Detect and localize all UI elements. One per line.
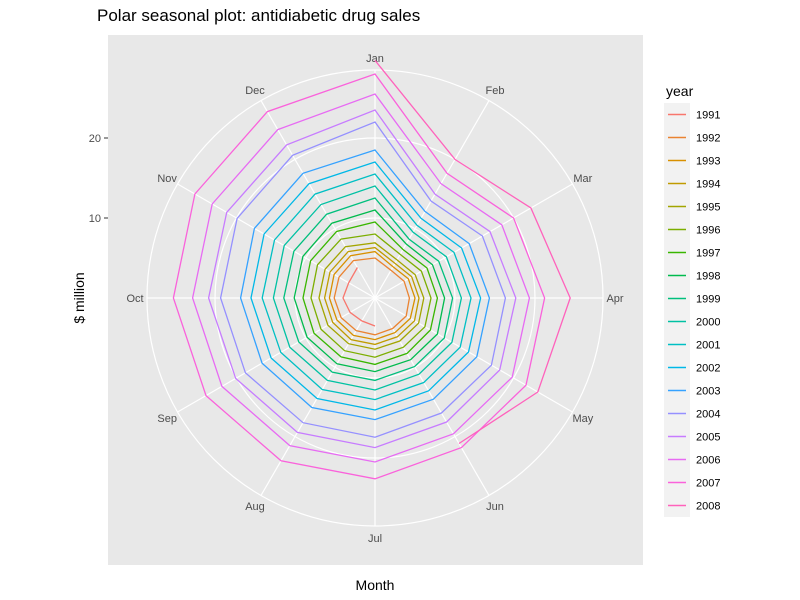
r-tick-label-0: 10: [89, 213, 101, 225]
month-label-feb: Feb: [486, 85, 505, 97]
month-label-may: May: [572, 413, 593, 425]
legend-label-2004: 2004: [696, 409, 720, 421]
series-line-2006: [191, 93, 531, 463]
series-line-1991: [342, 267, 376, 327]
legend-label-2007: 2007: [696, 478, 720, 490]
month-label-jul: Jul: [368, 533, 382, 545]
r-tick-label-1: 20: [89, 133, 101, 145]
x-axis-title: Month: [356, 577, 395, 593]
series-line-1995: [318, 242, 425, 350]
series-line-1992: [333, 257, 411, 336]
legend-label-1994: 1994: [696, 179, 720, 191]
spoke-may: [374, 297, 573, 413]
legend-label-1991: 1991: [696, 110, 720, 122]
series-line-1998: [293, 209, 446, 373]
month-label-aug: Aug: [245, 501, 265, 513]
series-line-1996: [310, 233, 432, 358]
chart-title: Polar seasonal plot: antidiabetic drug s…: [97, 6, 420, 25]
plot-panel: Jan Feb Mar Apr May Jun Jul Aug Sep Oct Nov Dec 10 20: [89, 35, 643, 565]
month-label-oct: Oct: [126, 293, 143, 305]
spoke-feb: [374, 100, 490, 299]
month-label-dec: Dec: [245, 85, 265, 97]
series-line-1997: [302, 221, 439, 366]
month-label-apr: Apr: [606, 293, 623, 305]
legend-label-1997: 1997: [696, 248, 720, 260]
legend-label-1992: 1992: [696, 133, 720, 145]
spoke-jun: [374, 297, 490, 496]
legend-label-2003: 2003: [696, 386, 720, 398]
series-line-2003: [239, 149, 491, 421]
legend-key-background: [664, 103, 690, 517]
legend-label-2000: 2000: [696, 317, 720, 329]
series-line-1993: [328, 250, 416, 341]
legend-label-1996: 1996: [696, 225, 720, 237]
legend-label-2001: 2001: [696, 340, 720, 352]
legend-label-2008: 2008: [696, 501, 720, 513]
series-line-2005: [207, 109, 517, 449]
month-label-nov: Nov: [157, 173, 177, 185]
legend-label-1999: 1999: [696, 294, 720, 306]
month-label-mar: Mar: [573, 173, 592, 185]
legend-title: year: [666, 83, 694, 99]
series-line-2007: [172, 73, 546, 480]
series-line-1994: [323, 246, 420, 346]
month-label-jun: Jun: [486, 501, 504, 513]
series-line-2000: [272, 185, 463, 391]
legend-label-1995: 1995: [696, 202, 720, 214]
legend-label-1998: 1998: [696, 271, 720, 283]
spoke-dec: [260, 100, 376, 299]
legend-label-1993: 1993: [696, 156, 720, 168]
series-line-2001: [261, 173, 472, 401]
series-line-2004: [219, 121, 507, 438]
month-label-jan: Jan: [366, 53, 384, 65]
legend-label-2002: 2002: [696, 363, 720, 375]
spoke-nov: [177, 183, 376, 299]
series-line-2008: [374, 59, 571, 445]
series-line-1999: [283, 197, 454, 382]
series-line-2002: [250, 161, 482, 411]
legend-label-2006: 2006: [696, 455, 720, 467]
legend-label-2005: 2005: [696, 432, 720, 444]
spoke-sep: [177, 297, 376, 413]
month-label-sep: Sep: [157, 413, 177, 425]
y-axis-title: $ million: [71, 272, 87, 323]
legend: year 1991 1992 1993 1994 1995 1996 1997 1998 199…: [664, 83, 720, 517]
